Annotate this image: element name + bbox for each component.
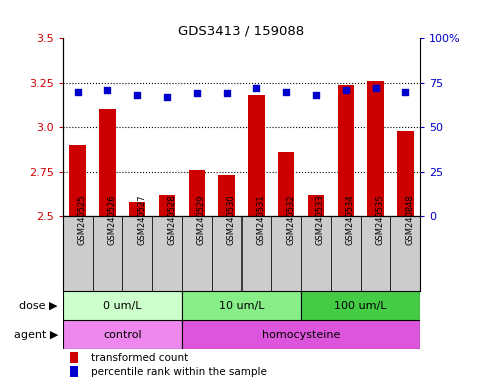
Bar: [93, 216, 122, 291]
Bar: [63, 216, 93, 291]
Bar: [182, 216, 212, 291]
Point: [163, 94, 171, 100]
Text: GSM240530: GSM240530: [227, 195, 236, 245]
Bar: [70, 353, 78, 363]
Bar: [122, 216, 152, 291]
Point: [74, 89, 82, 95]
Text: homocysteine: homocysteine: [262, 330, 340, 340]
Point: [133, 92, 141, 98]
Text: 100 um/L: 100 um/L: [334, 301, 387, 311]
Text: GSM240535: GSM240535: [376, 195, 384, 245]
Point: [193, 90, 201, 96]
Bar: [331, 216, 361, 291]
Bar: [63, 320, 182, 349]
Text: transformed count: transformed count: [91, 353, 189, 363]
Text: GSM240533: GSM240533: [316, 195, 325, 245]
Point: [223, 90, 230, 96]
Text: GSM240526: GSM240526: [108, 195, 116, 245]
Bar: [248, 95, 265, 216]
Text: dose ▶: dose ▶: [19, 301, 58, 311]
Title: GDS3413 / 159088: GDS3413 / 159088: [178, 24, 305, 37]
Bar: [99, 109, 115, 216]
Bar: [70, 145, 86, 216]
Text: 10 um/L: 10 um/L: [219, 301, 264, 311]
Text: GSM240525: GSM240525: [78, 195, 86, 245]
Bar: [301, 216, 331, 291]
Bar: [182, 320, 420, 349]
Text: agent ▶: agent ▶: [14, 330, 58, 340]
Bar: [390, 216, 420, 291]
Bar: [338, 84, 354, 216]
Text: control: control: [103, 330, 142, 340]
Text: percentile rank within the sample: percentile rank within the sample: [91, 367, 267, 377]
Bar: [271, 216, 301, 291]
Bar: [70, 366, 78, 377]
Point: [372, 85, 380, 91]
Point: [282, 89, 290, 95]
Bar: [129, 202, 145, 216]
Bar: [152, 216, 182, 291]
Point: [312, 92, 320, 98]
Bar: [397, 131, 413, 216]
Bar: [63, 291, 182, 320]
Bar: [159, 195, 175, 216]
Bar: [189, 170, 205, 216]
Bar: [278, 152, 294, 216]
Text: GSM240528: GSM240528: [167, 195, 176, 245]
Bar: [212, 216, 242, 291]
Point: [104, 87, 112, 93]
Text: GSM240848: GSM240848: [405, 195, 414, 245]
Bar: [182, 291, 301, 320]
Bar: [308, 195, 324, 216]
Text: GSM240532: GSM240532: [286, 195, 295, 245]
Text: GSM240531: GSM240531: [256, 195, 265, 245]
Bar: [368, 81, 384, 216]
Bar: [301, 291, 420, 320]
Point: [342, 87, 350, 93]
Bar: [218, 175, 235, 216]
Bar: [242, 216, 271, 291]
Point: [401, 89, 409, 95]
Text: GSM240534: GSM240534: [346, 195, 355, 245]
Bar: [361, 216, 390, 291]
Text: GSM240527: GSM240527: [137, 195, 146, 245]
Text: GSM240529: GSM240529: [197, 195, 206, 245]
Text: 0 um/L: 0 um/L: [103, 301, 142, 311]
Point: [253, 85, 260, 91]
